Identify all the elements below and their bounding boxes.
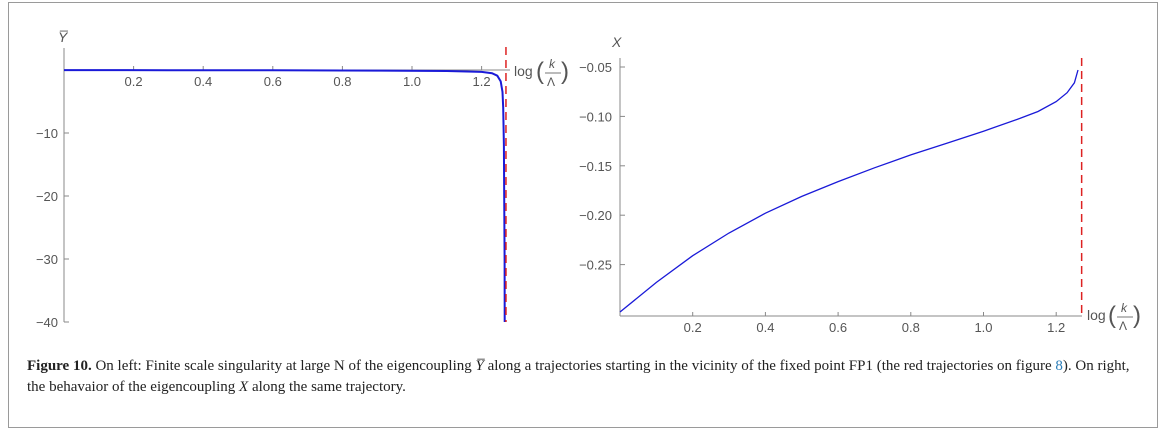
- caption-symbol-y: Y̅: [475, 358, 484, 374]
- figure-frame: [8, 2, 1158, 428]
- caption-text-1: On left: Finite scale singularity at lar…: [91, 358, 476, 374]
- right-x-axis-label: log ( k Λ ): [1087, 301, 1141, 333]
- left-x-tick-label: 0.4: [194, 74, 212, 89]
- left-x-tick-label: 0.2: [125, 74, 143, 89]
- left-x-tick-label: 0.8: [333, 74, 351, 89]
- right-curve-x: [619, 69, 1079, 313]
- right-x-tick-label: 1.0: [974, 320, 992, 335]
- right-y-axis-label: X: [611, 34, 622, 50]
- left-y-tick-label: −40: [36, 315, 58, 330]
- right-plot: X log ( k Λ ) 0.2 0.4 0.6 0.8 1.0 1.2 −0.05 −0…: [579, 34, 1141, 335]
- figure-caption: Figure 10. On left: Finite scale singula…: [27, 356, 1137, 398]
- right-x-tick-label: 1.2: [1047, 320, 1065, 335]
- caption-text-3: ). On right, the behavaior of the eigenc…: [27, 358, 1130, 395]
- right-y-tick-label: −0.05: [579, 60, 612, 75]
- svg-text:(: (: [1108, 302, 1116, 329]
- svg-text:Λ: Λ: [1119, 319, 1127, 333]
- svg-text:log: log: [514, 63, 533, 79]
- caption-text-2: along a trajectories starting in the vic…: [483, 358, 1056, 374]
- svg-text:k: k: [549, 57, 556, 71]
- svg-text:log: log: [1087, 307, 1106, 323]
- left-y-tick-label: −30: [36, 252, 58, 267]
- left-y-axis-label: Y̅: [58, 29, 69, 45]
- left-y-tick-label: −20: [36, 189, 58, 204]
- right-x-tick-label: 0.8: [902, 320, 920, 335]
- right-y-tick-label: −0.20: [579, 208, 612, 223]
- svg-text:): ): [1133, 302, 1141, 329]
- svg-text:): ): [561, 58, 569, 85]
- left-x-tick-label: 0.6: [264, 74, 282, 89]
- caption-symbol-x: X: [239, 379, 249, 395]
- left-x-tick-label: 1.2: [473, 74, 491, 89]
- right-y-tick-label: −0.15: [579, 159, 612, 174]
- svg-text:(: (: [536, 58, 544, 85]
- left-x-axis-label: log ( k Λ ): [514, 57, 569, 89]
- right-y-tick-label: −0.25: [579, 258, 612, 273]
- figure-8-link[interactable]: 8: [1055, 358, 1063, 374]
- left-plot: Y̅ log ( k Λ ) 0.2 0.4 0.6 0.8 1.0 1.2 −10 −20…: [36, 29, 569, 330]
- caption-text-4: along the same trajectory.: [248, 379, 406, 395]
- caption-label: Figure 10.: [27, 358, 92, 374]
- right-x-tick-label: 0.4: [756, 320, 774, 335]
- right-x-tick-label: 0.2: [684, 320, 702, 335]
- right-x-tick-label: 0.6: [829, 320, 847, 335]
- left-x-tick-label: 1.0: [403, 74, 421, 89]
- right-y-tick-label: −0.10: [579, 109, 612, 124]
- left-curve-ybar: [63, 69, 506, 323]
- svg-text:k: k: [1121, 301, 1128, 315]
- svg-text:Λ: Λ: [547, 75, 555, 89]
- left-y-tick-label: −10: [36, 126, 58, 141]
